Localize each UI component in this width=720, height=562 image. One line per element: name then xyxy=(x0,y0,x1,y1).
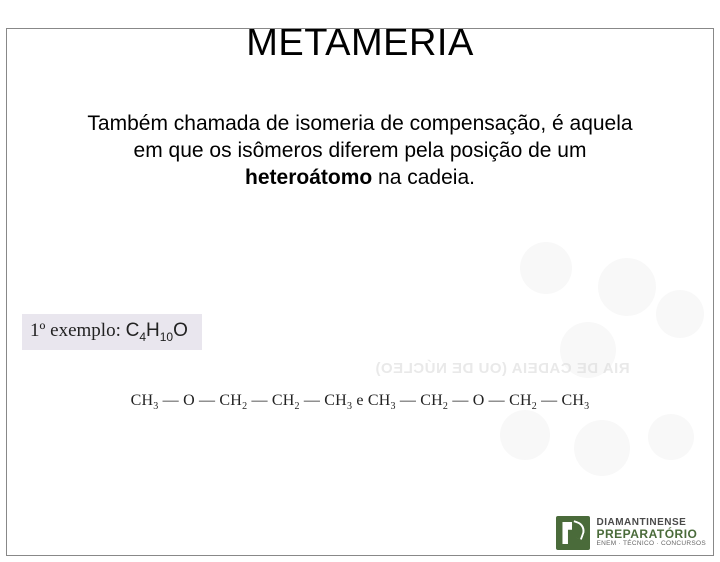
speech-bubble-icon xyxy=(520,242,572,294)
speech-bubble-icon xyxy=(574,420,630,476)
example-ordinal: 1º exemplo: xyxy=(30,320,121,341)
example-label-box: 1º exemplo: C4H10O xyxy=(22,314,202,350)
brand-logo: DIAMANTINENSE PREPARATÓRIO ENEM · TÉCNIC… xyxy=(556,516,706,550)
speech-bubble-icon xyxy=(648,414,694,460)
logo-line-2: PREPARATÓRIO xyxy=(596,528,706,540)
chemical-structures-line: CH3 — O — CH2 — CH2 — CH3 e CH3 — CH2 — … xyxy=(0,392,720,412)
logo-line-3: ENEM · TÉCNICO · CONCURSOS xyxy=(596,541,706,548)
logo-mark-icon xyxy=(556,516,590,550)
logo-text-block: DIAMANTINENSE PREPARATÓRIO ENEM · TÉCNIC… xyxy=(596,518,706,548)
example-molecular-formula: C4H10O xyxy=(126,320,188,341)
ghost-background-text: RIA DE CADEIA (OU DE NÚCLEO) xyxy=(375,360,630,377)
speech-bubble-icon xyxy=(656,290,704,338)
speech-bubble-icon xyxy=(500,410,550,460)
speech-bubble-icon xyxy=(598,258,656,316)
